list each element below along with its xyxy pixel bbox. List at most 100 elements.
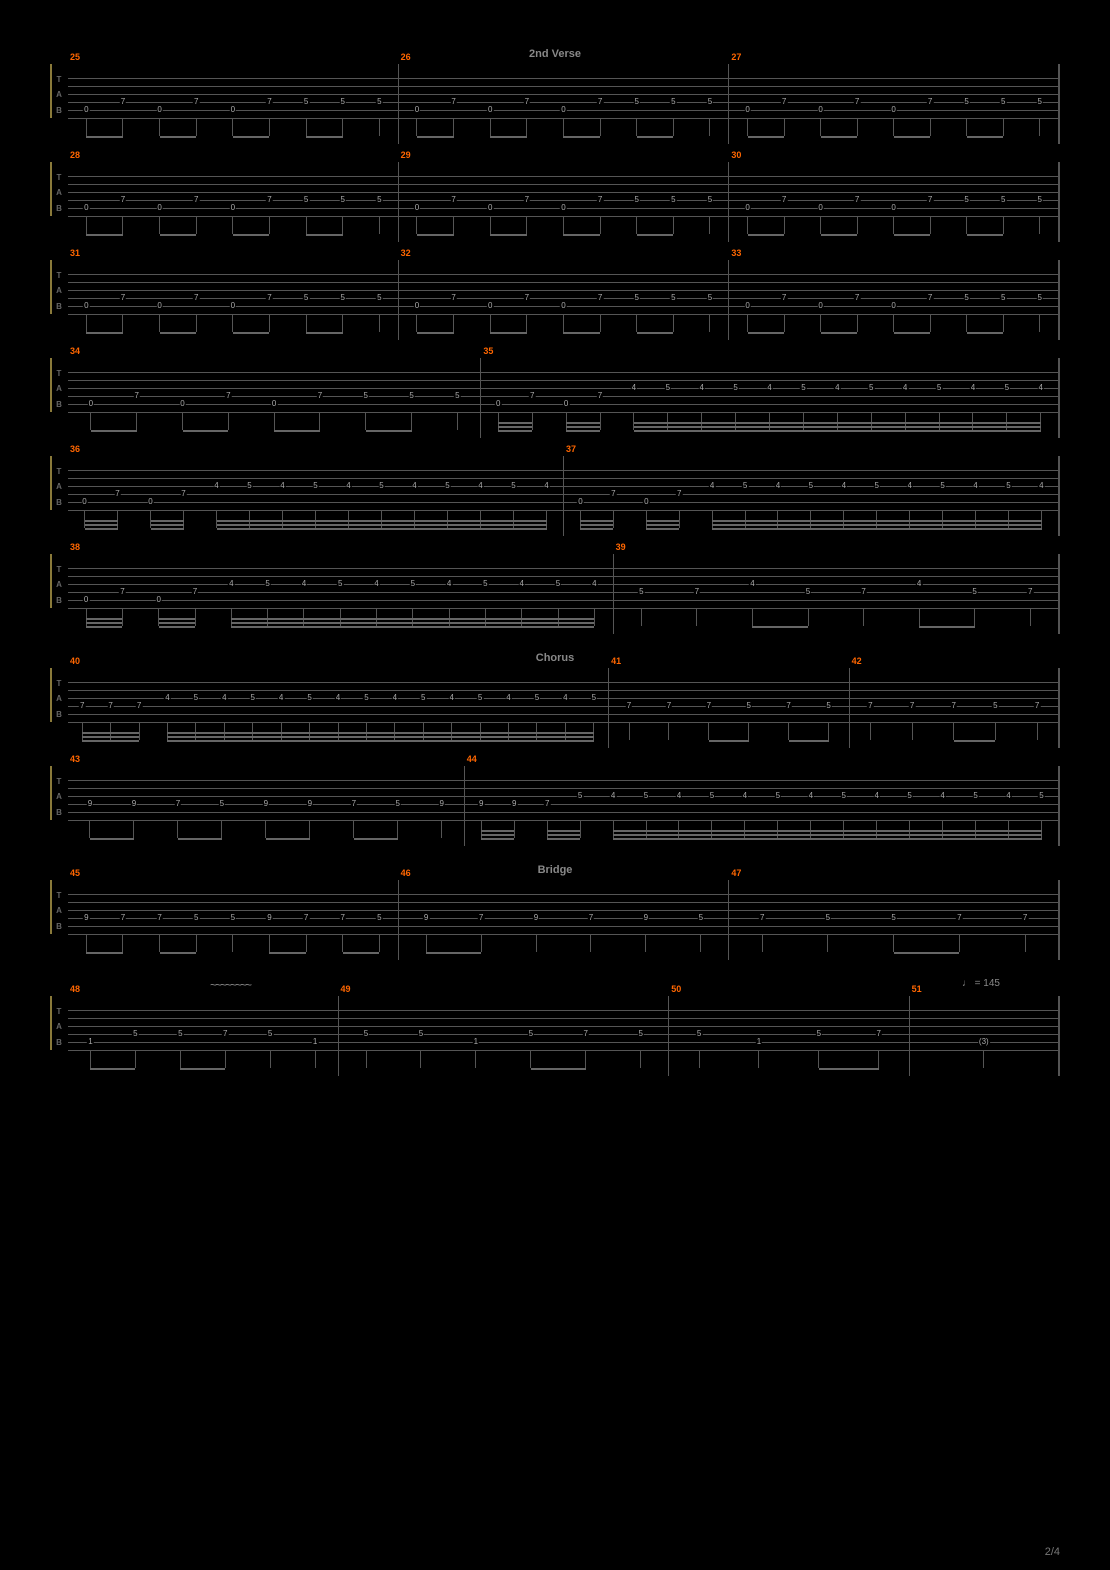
fret-number: 4: [301, 580, 307, 588]
tab-clef: TAB: [50, 260, 66, 314]
fret-number: 5: [808, 482, 814, 490]
fret-number: 5: [378, 482, 384, 490]
fret-number: 7: [193, 196, 199, 204]
measure: 26070707555: [399, 64, 730, 144]
fret-number: 7: [193, 294, 199, 302]
fret-number: 0: [414, 204, 420, 212]
fret-number: 7: [266, 196, 272, 204]
measure: 45977559775: [68, 880, 399, 960]
fret-number: 4: [841, 482, 847, 490]
fret-number: 0: [88, 400, 94, 408]
measure: 27070707555: [729, 64, 1060, 144]
measure: 37070745454545454: [564, 456, 1060, 536]
notes-row: (3): [910, 1010, 1058, 1050]
measure: 46979795: [399, 880, 730, 960]
notes-row: 070707555: [68, 274, 398, 314]
fret-number: 0: [414, 302, 420, 310]
fret-number: 0: [890, 204, 896, 212]
fret-number: 5: [732, 384, 738, 392]
fret-number: 5: [591, 694, 597, 702]
fret-number: 7: [524, 98, 530, 106]
fret-number: 5: [454, 392, 460, 400]
bar-number: 34: [70, 346, 80, 356]
fret-number: 7: [524, 196, 530, 204]
fret-number: 4: [749, 580, 755, 588]
fret-number: 7: [114, 490, 120, 498]
fret-number: 4: [373, 580, 379, 588]
fret-number: 4: [709, 482, 715, 490]
fret-number: 4: [1005, 792, 1011, 800]
fret-number: 5: [825, 914, 831, 922]
fret-number: 5: [1036, 98, 1042, 106]
fret-number: 5: [337, 580, 343, 588]
fret-number: 5: [816, 1030, 822, 1038]
tab-system: TAB4399759975944997545454545454545: [50, 766, 1060, 846]
fret-number: 5: [267, 1030, 273, 1038]
notes-row: 77757: [850, 682, 1058, 722]
fret-number: 7: [1034, 702, 1040, 710]
fret-number: 9: [511, 800, 517, 808]
bar-number: 51: [912, 984, 922, 994]
measure: 3957457457: [614, 554, 1060, 634]
fret-number: 5: [1036, 294, 1042, 302]
fret-number: 9: [478, 800, 484, 808]
fret-number: 5: [742, 482, 748, 490]
fret-number: 5: [992, 702, 998, 710]
fret-number: 5: [805, 588, 811, 596]
fret-number: 0: [577, 498, 583, 506]
notes-row: 75577: [729, 894, 1058, 934]
bar-number: 33: [731, 248, 741, 258]
fret-number: 5: [698, 914, 704, 922]
fret-number: 1: [312, 1038, 318, 1046]
vibrato-ornament: ~~~~~~~~: [210, 978, 250, 992]
fret-number: 5: [250, 694, 256, 702]
fret-number: 5: [303, 98, 309, 106]
fret-number: 5: [1000, 98, 1006, 106]
fret-number: 5: [841, 792, 847, 800]
fret-number: 0: [560, 106, 566, 114]
tab-clef: TAB: [50, 456, 66, 510]
fret-number: 5: [643, 792, 649, 800]
fret-number: 0: [560, 302, 566, 310]
tab-clef: TAB: [50, 880, 66, 934]
fret-number: 5: [633, 98, 639, 106]
section-label: Chorus: [50, 652, 1060, 664]
fret-number: 5: [420, 694, 426, 702]
measure: 33070707555: [729, 260, 1060, 340]
fret-number: 7: [597, 294, 603, 302]
fret-number: 7: [610, 490, 616, 498]
tab-system: TAB280707075552907070755530070707555: [50, 162, 1060, 242]
fret-number: 5: [874, 482, 880, 490]
fret-number: 7: [875, 1030, 881, 1038]
fret-number: 9: [83, 914, 89, 922]
fret-number: 9: [423, 914, 429, 922]
fret-number: 5: [193, 694, 199, 702]
fret-number: 4: [562, 694, 568, 702]
fret-number: 7: [351, 800, 357, 808]
fret-number: 5: [230, 914, 236, 922]
fret-number: 1: [473, 1038, 479, 1046]
bar-number: 26: [401, 52, 411, 62]
fret-number: 5: [707, 196, 713, 204]
fret-number: 0: [744, 204, 750, 212]
measure: 4277757: [850, 668, 1060, 748]
fret-number: 5: [246, 482, 252, 490]
fret-number: 7: [450, 196, 456, 204]
fret-number: 0: [230, 204, 236, 212]
fret-number: 5: [825, 702, 831, 710]
notes-row: 070707555: [399, 274, 729, 314]
measure: 44997545454545454545: [465, 766, 1060, 846]
bar-number: 46: [401, 868, 411, 878]
measure: 36070745454545454: [68, 456, 564, 536]
fret-number: 4: [335, 694, 341, 702]
measure: 505157: [669, 996, 909, 1076]
fret-number: 5: [633, 294, 639, 302]
fret-number: 5: [303, 294, 309, 302]
fret-number: 7: [867, 702, 873, 710]
fret-number: 5: [482, 580, 488, 588]
measure: 25070707555: [68, 64, 399, 144]
fret-number: 4: [446, 580, 452, 588]
fret-number: 7: [1027, 588, 1033, 596]
fret-number: 7: [781, 196, 787, 204]
fret-number: 7: [909, 702, 915, 710]
